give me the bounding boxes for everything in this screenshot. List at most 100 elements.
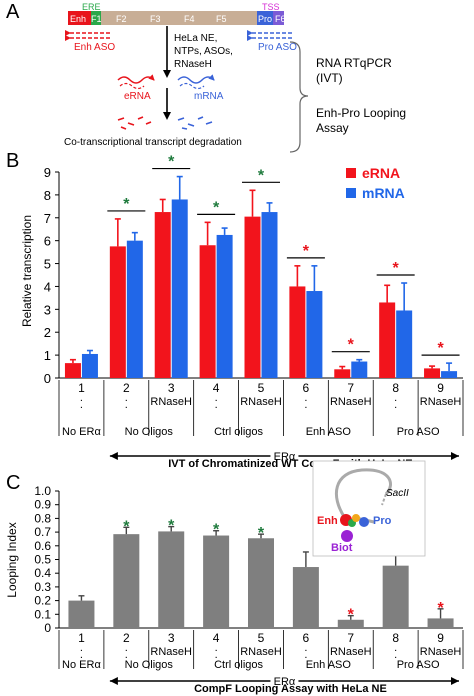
chart-b-ytick-label: 9 (44, 165, 51, 180)
chart-b-category-label: 2 (123, 381, 130, 395)
chart-b-sig-star: * (123, 196, 130, 213)
chart-b-dot: . (80, 392, 83, 404)
chart-b-bar-mrna (126, 240, 143, 378)
chart-c-bar (203, 535, 230, 628)
chart-b-bar-mrna (261, 212, 278, 378)
pro-segment (257, 11, 273, 25)
chart-c-bar (382, 565, 409, 628)
chart-b-era-arrowhead-right (451, 452, 459, 460)
chart-b-category-label: 3 (168, 381, 175, 395)
assay2-line-2: Assay (316, 121, 349, 135)
chart-b-ytick-label: 5 (44, 257, 51, 272)
chart-c-bar (113, 534, 140, 628)
chart-b-dot: . (215, 392, 218, 404)
chart-b-bar-mrna (306, 291, 323, 378)
chart-c-group-label: Pro ASO (397, 659, 440, 671)
chart-c-ytick-label: 0.8 (34, 511, 51, 525)
chart-b-bar-erna (379, 302, 396, 378)
chart-b-category-label: 4 (213, 381, 220, 395)
chart-c-ytick-label: 0.6 (34, 539, 51, 553)
chart-c-ytick-label: 0.9 (34, 498, 51, 512)
tss-label: TSS (262, 2, 280, 12)
chart-b-dot: . (304, 399, 307, 411)
chart-b-ytick-label: 2 (44, 325, 51, 340)
chart-b-ytick-label: 0 (44, 371, 51, 386)
chart-c-dot: . (125, 642, 128, 654)
chart-b-category-label: 6 (303, 381, 310, 395)
chart-b-group-label: Ctrl oligos (214, 426, 263, 438)
chart-b-sig-star: * (303, 243, 310, 260)
f4-label: F4 (184, 14, 195, 24)
chart-c-ytick-label: 0.2 (34, 594, 51, 608)
chart-b-yaxis: 0 1 2 3 4 5 6 7 8 9 (44, 165, 463, 386)
chart-c-ytick-label: 0.5 (34, 553, 51, 567)
chart-b-bar-erna (334, 369, 351, 378)
chart-c-era-arrowhead-left (109, 677, 118, 685)
chart-b-rnaseh-label: RNaseH (420, 396, 462, 408)
inset-frame (312, 460, 426, 557)
inset-biot-label: Biot (331, 542, 353, 554)
assay1-line-1: RNA RTqPCR (316, 56, 392, 70)
chart-b-dot: . (80, 399, 83, 411)
chart-c-dot: . (304, 642, 307, 654)
chart-b-bar-erna (424, 368, 441, 378)
chart-c-sig-star: * (168, 518, 175, 535)
chart-b-ylabel: Relative transcription (20, 215, 34, 327)
mrna-transcript (177, 74, 215, 84)
chart-b-bar-erna (244, 216, 261, 378)
chart-c-ylabel: Looping Index (5, 522, 19, 597)
chart-b-bar-mrna (351, 361, 368, 378)
chart-b-group-label: Enh ASO (306, 426, 352, 438)
chart-c-category-label: 8 (392, 631, 399, 645)
chart-b-sig-star: * (213, 199, 220, 216)
erna-label: eRNA (124, 91, 151, 102)
f5-label: F5 (216, 14, 227, 24)
f6-segment (273, 11, 284, 25)
chart-c-group-label: Enh ASO (306, 659, 352, 671)
chart-b-category-label: 8 (392, 381, 399, 395)
chart-c-category-label: 4 (213, 631, 220, 645)
chart-b-group-label: Pro ASO (397, 426, 440, 438)
chart-b-era-arrowhead-left (109, 452, 118, 460)
chart-b-dot: . (125, 399, 128, 411)
assay2-line-1: Enh-Pro Looping (316, 106, 406, 120)
chart-b-sig-star: * (437, 340, 444, 357)
chart-b-ytick-label: 3 (44, 302, 51, 317)
chart-b-dot: . (125, 392, 128, 404)
chart-b-bar-mrna (216, 234, 233, 378)
chart-c-era-arrowhead-right (451, 677, 459, 685)
chart-b-bar-erna (199, 245, 216, 378)
panel-a-letter: A (6, 1, 20, 23)
chart-b-bar-mrna (81, 353, 98, 378)
chart-c-ytick-label: 0.1 (34, 607, 51, 621)
chart-c-ytick-label: 0.7 (34, 525, 51, 539)
chart-b-category-label: 1 (78, 381, 85, 395)
chart-c-dot: . (304, 649, 307, 661)
chart-b-era-label: ERα (274, 451, 296, 463)
chart-c-rnaseh-label: RNaseH (420, 646, 462, 658)
degradation-label: Co-transcriptional transcript degradatio… (64, 137, 242, 148)
f3-label: F3 (150, 14, 161, 24)
chart-b-ytick-label: 6 (44, 234, 51, 249)
looping-inset: SacII Enh Pro Biot (312, 460, 426, 557)
chart-b-dot: . (394, 399, 397, 411)
chart-c-bar (68, 600, 95, 628)
chart-b-group-label: No Oligos (125, 426, 174, 438)
chart-b-era-label-bg (270, 449, 299, 461)
chart-c-sig-star: * (213, 522, 220, 539)
chart-c-category-label: 3 (168, 631, 175, 645)
chart-b-bar-mrna (171, 199, 188, 378)
chart-b-sig-star: * (393, 260, 400, 277)
pro-label: Pro (258, 14, 272, 24)
chart-c-dot: . (215, 649, 218, 661)
chart-c-dot: . (394, 642, 397, 654)
panel-b-letter: B (6, 150, 19, 172)
chart-c-category-label: 6 (303, 631, 310, 645)
chart-b-condition-table: 1..2..3RNaseH4..5RNaseH6..7RNaseH8..9RNa… (58, 380, 464, 470)
chart-b-category-label: 7 (347, 381, 354, 395)
legend-erna-swatch (346, 168, 356, 178)
f1-label: F1 (91, 14, 102, 24)
chart-b-bar-erna (64, 363, 81, 378)
chart-b-bar-mrna (441, 371, 458, 378)
